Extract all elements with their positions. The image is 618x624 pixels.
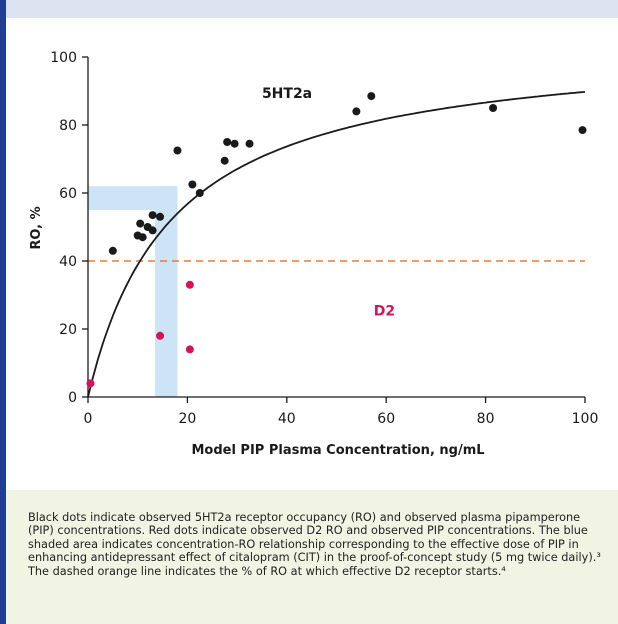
ht2a-point [367,92,376,101]
ht2a-point [173,146,182,155]
ht2a-point [108,246,117,255]
ht2a-point [148,226,157,235]
ht2a-point [136,219,145,228]
d2-point [156,331,165,340]
axes: 0 20 40 60 80 100 0 20 40 60 80 100 [50,50,598,427]
y-tick-label: 100 [50,50,77,66]
y-tick-label: 20 [59,322,77,338]
ht2a-point [148,211,157,220]
ht2a-point [138,233,147,242]
series-annotation: 5HT2a [262,86,312,102]
chart-labels: RO, % Model PIP Plasma Concentration, ng… [29,86,485,458]
x-tick-label: 20 [178,411,196,427]
ht2a-point [195,189,204,197]
y-tick-label: 80 [59,118,77,134]
d2-point [185,345,194,354]
series-annotation: D2 [374,303,395,319]
ht2a-point [578,126,587,135]
ht2a-point [352,107,361,116]
fit-curve-line [87,91,586,398]
top-band [0,0,618,18]
figure-caption: Black dots indicate observed 5HT2a recep… [28,511,601,578]
ht2a-point [230,139,239,148]
fit-curve [87,91,586,398]
shaded-region [88,186,178,397]
x-axis-label: Model PIP Plasma Concentration, ng/mL [191,443,484,458]
y-tick-label: 0 [68,390,77,406]
ht2a-point [220,156,229,165]
d2-point [86,379,95,388]
d2-point [185,280,194,289]
x-tick-label: 60 [377,411,395,427]
y-tick-label: 60 [59,186,77,202]
x-tick-label: 40 [278,411,296,427]
ht2a-point [489,104,498,112]
ht2a-point [223,138,232,146]
caption-box [6,490,618,624]
ht2a-point [188,180,197,189]
y-tick-label: 40 [59,254,77,270]
scatter-chart: 0 20 40 60 80 100 0 20 40 60 80 100 RO, % Model PIP… [29,50,598,458]
accent-bar [0,0,6,624]
ht2a-point [245,139,254,148]
ht2a-point [156,212,165,221]
shaded-band-vertical [155,186,178,397]
x-tick-label: 80 [477,411,495,427]
data-points [86,92,587,388]
x-tick-label: 0 [84,411,93,427]
y-axis-label: RO, % [29,206,44,249]
x-tick-label: 100 [572,411,599,427]
